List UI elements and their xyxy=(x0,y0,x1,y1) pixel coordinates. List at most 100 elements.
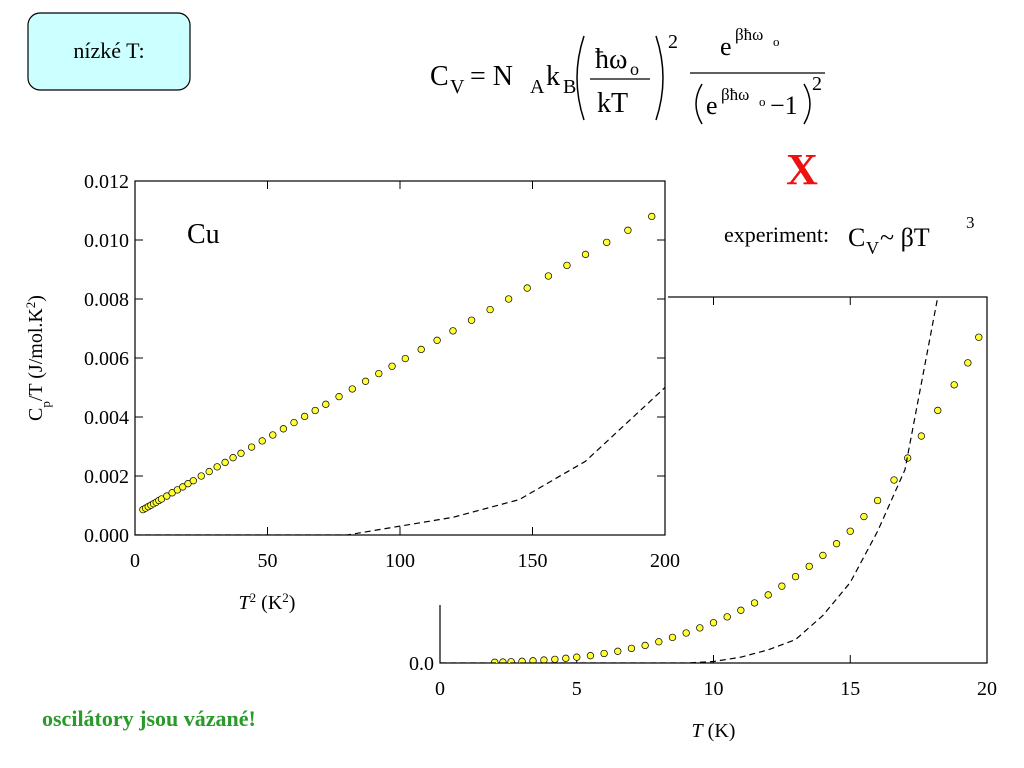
data-point xyxy=(523,284,531,292)
data-point xyxy=(258,437,266,445)
data-point xyxy=(791,572,800,581)
data-point xyxy=(950,381,958,389)
data-point xyxy=(648,212,656,221)
formula-part: βħω xyxy=(735,25,763,44)
data-point xyxy=(624,226,632,234)
data-point xyxy=(507,658,515,663)
data-point xyxy=(723,613,731,621)
data-point xyxy=(401,354,409,363)
data-point xyxy=(375,369,383,378)
data-point xyxy=(197,472,205,480)
data-point xyxy=(778,582,786,590)
model-curve xyxy=(135,387,665,535)
x-axis-label-part: T xyxy=(692,720,705,742)
experiment-part: C xyxy=(848,223,865,252)
data-point xyxy=(917,432,926,440)
data-point xyxy=(269,431,277,439)
data-point xyxy=(499,658,507,663)
data-point xyxy=(229,454,237,462)
data-point xyxy=(205,467,213,476)
paren xyxy=(803,83,811,125)
x-tick-label: 0 xyxy=(435,678,445,700)
data-point xyxy=(964,359,972,367)
paren xyxy=(576,35,585,121)
data-point xyxy=(696,624,704,632)
data-point xyxy=(586,652,595,660)
series-group xyxy=(135,212,665,535)
x-axis-label-part: 2 xyxy=(282,590,289,605)
data-point xyxy=(237,449,245,457)
x-axis-label-part: T xyxy=(239,592,252,614)
data-point xyxy=(819,551,827,560)
data-point xyxy=(311,406,319,415)
formula-part: C xyxy=(430,61,449,92)
experiment-part: 3 xyxy=(966,213,975,232)
data-point xyxy=(975,333,983,341)
data-point xyxy=(189,477,197,485)
y-tick-label: 0.006 xyxy=(84,348,129,370)
paren xyxy=(695,83,703,125)
y-tick-label: 0.002 xyxy=(84,466,129,488)
series-group xyxy=(440,297,983,663)
y-axis-label-part: p xyxy=(38,401,53,408)
data-point xyxy=(890,476,898,484)
y-tick-label: 0.000 xyxy=(84,525,129,547)
data-point xyxy=(600,649,608,658)
x-axis-label-part: (K) xyxy=(703,720,736,742)
formula-part: kT xyxy=(597,88,628,119)
formula-part: 2 xyxy=(668,31,678,53)
data-point xyxy=(934,406,942,415)
data-point xyxy=(433,336,441,344)
y-tick-label: 0.004 xyxy=(84,407,129,429)
label-box xyxy=(27,12,191,91)
data-point xyxy=(279,425,288,433)
x-tick-label: 200 xyxy=(650,550,680,572)
formula-part: 2 xyxy=(812,73,822,95)
x-tick-label: 20 xyxy=(977,678,997,700)
x-tick-label: 100 xyxy=(385,550,415,572)
x-tick-label: 50 xyxy=(258,550,278,572)
formula-part: V xyxy=(450,76,465,98)
data-point xyxy=(846,527,854,535)
experiment-part: V xyxy=(866,238,879,258)
y-axis-label-part: ) xyxy=(25,295,47,302)
data-point xyxy=(300,412,309,421)
x-tick-label: 0 xyxy=(130,550,140,572)
formula-part: A xyxy=(530,76,545,98)
x-axis-label: T (K) xyxy=(692,720,736,742)
y-axis-label: Cp/T (J/mol.K2) xyxy=(23,295,53,421)
data-point xyxy=(709,619,718,627)
data-point xyxy=(486,305,494,314)
y-axis-label-part: /T (J/mol.K xyxy=(25,308,47,402)
data-point xyxy=(603,238,611,247)
formula-part: o xyxy=(630,59,639,79)
data-point xyxy=(668,633,677,642)
data-point xyxy=(540,656,548,663)
data-point xyxy=(247,443,256,451)
x-axis-label-part: ) xyxy=(289,592,296,614)
y-tick-label: 0.010 xyxy=(84,230,129,252)
data-point xyxy=(627,644,636,653)
annotation: Cu xyxy=(187,219,220,250)
cross: X xyxy=(786,145,818,194)
data-point xyxy=(544,272,553,280)
paren xyxy=(655,35,664,121)
formula-part: ħω xyxy=(595,44,627,75)
data-point xyxy=(505,295,513,303)
data-point xyxy=(750,599,759,607)
formula-part: o xyxy=(759,94,766,109)
data-point xyxy=(221,458,229,467)
note: oscilátory jsou vázané! xyxy=(42,706,256,731)
data-point xyxy=(163,492,171,500)
data-point xyxy=(682,629,690,637)
label: nízké T: xyxy=(73,38,144,63)
y-axis-label-part: 2 xyxy=(23,302,38,309)
data-point xyxy=(573,653,581,661)
formula-part: −1 xyxy=(770,91,798,120)
formula-part: o xyxy=(773,34,780,49)
data-point xyxy=(655,638,663,646)
data-point xyxy=(641,641,649,650)
formula-part: = N xyxy=(470,61,513,92)
